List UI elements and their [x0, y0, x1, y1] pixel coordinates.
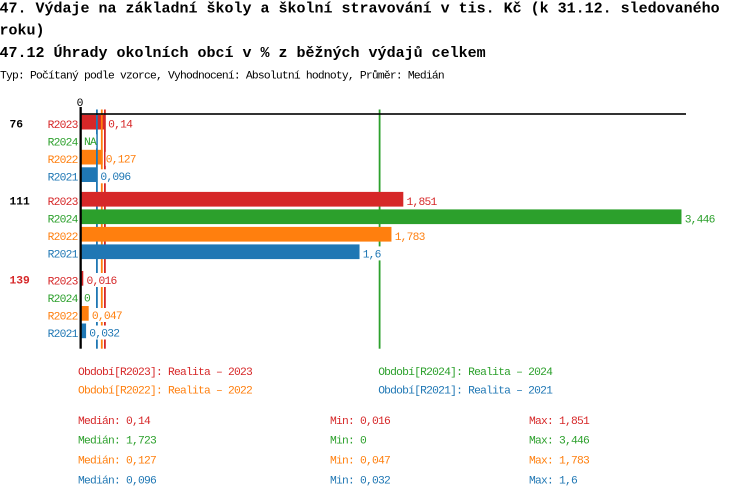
svg-text:R2022: R2022 [48, 311, 78, 323]
svg-text:R2023: R2023 [48, 197, 79, 209]
svg-text:R2021: R2021 [48, 250, 79, 262]
svg-text:Období[R2022]: Realita – 2022: Období[R2022]: Realita – 2022 [78, 385, 252, 397]
svg-text:Min: 0,047: Min: 0,047 [330, 456, 390, 468]
svg-text:1,6: 1,6 [363, 249, 382, 261]
svg-text:0,096: 0,096 [100, 172, 131, 184]
svg-text:1,851: 1,851 [407, 197, 438, 209]
svg-text:Medián: 0,096: Medián: 0,096 [78, 475, 157, 487]
svg-text:NA: NA [84, 137, 97, 149]
svg-text:roku): roku) [0, 23, 45, 40]
svg-text:0,047: 0,047 [92, 311, 122, 323]
svg-text:R2021: R2021 [48, 173, 79, 185]
svg-text:3,446: 3,446 [685, 214, 716, 226]
svg-text:Medián: 1,723: Medián: 1,723 [78, 436, 157, 448]
svg-text:Medián: 0,14: Medián: 0,14 [78, 416, 151, 428]
svg-text:47.12 Úhrady okolních obcí v %: 47.12 Úhrady okolních obcí v % z běžných… [0, 44, 486, 62]
svg-text:Max: 1,783: Max: 1,783 [529, 456, 590, 468]
svg-text:0: 0 [84, 293, 91, 305]
svg-text:0,14: 0,14 [108, 120, 133, 132]
svg-text:Min: 0,032: Min: 0,032 [330, 475, 390, 487]
svg-text:Období[R2023]: Realita – 2023: Období[R2023]: Realita – 2023 [78, 367, 253, 379]
svg-text:Max: 1,851: Max: 1,851 [529, 416, 590, 428]
svg-text:R2024: R2024 [48, 138, 79, 150]
svg-text:R2023: R2023 [48, 276, 79, 288]
svg-text:R2023: R2023 [48, 120, 79, 132]
svg-text:R2021: R2021 [48, 329, 79, 341]
svg-text:Období[R2021]: Realita – 2021: Období[R2021]: Realita – 2021 [378, 385, 553, 397]
svg-text:R2022: R2022 [48, 155, 78, 167]
svg-text:0: 0 [77, 98, 84, 110]
svg-text:Min: 0,016: Min: 0,016 [330, 416, 391, 428]
svg-text:R2024: R2024 [48, 294, 79, 306]
svg-text:Typ: Počítaný podle vzorce, Vy: Typ: Počítaný podle vzorce, Vyhodnocení:… [0, 69, 444, 82]
svg-text:Min: 0: Min: 0 [330, 436, 367, 448]
svg-text:111: 111 [10, 197, 31, 209]
svg-text:Období[R2024]: Realita – 2024: Období[R2024]: Realita – 2024 [378, 367, 553, 379]
svg-text:1,783: 1,783 [395, 232, 426, 244]
svg-text:139: 139 [10, 276, 31, 288]
svg-text:Max: 1,6: Max: 1,6 [529, 475, 578, 487]
svg-text:Medián: 0,127: Medián: 0,127 [78, 456, 156, 468]
svg-text:0,032: 0,032 [89, 328, 119, 340]
svg-text:0,016: 0,016 [87, 276, 118, 288]
svg-text:Max: 3,446: Max: 3,446 [529, 436, 590, 448]
svg-text:47. Výdaje na základní školy a: 47. Výdaje na základní školy a školní st… [0, 1, 720, 18]
svg-text:R2024: R2024 [48, 215, 79, 227]
svg-text:R2022: R2022 [48, 232, 78, 244]
svg-text:76: 76 [10, 120, 24, 132]
svg-text:0,127: 0,127 [106, 155, 136, 167]
